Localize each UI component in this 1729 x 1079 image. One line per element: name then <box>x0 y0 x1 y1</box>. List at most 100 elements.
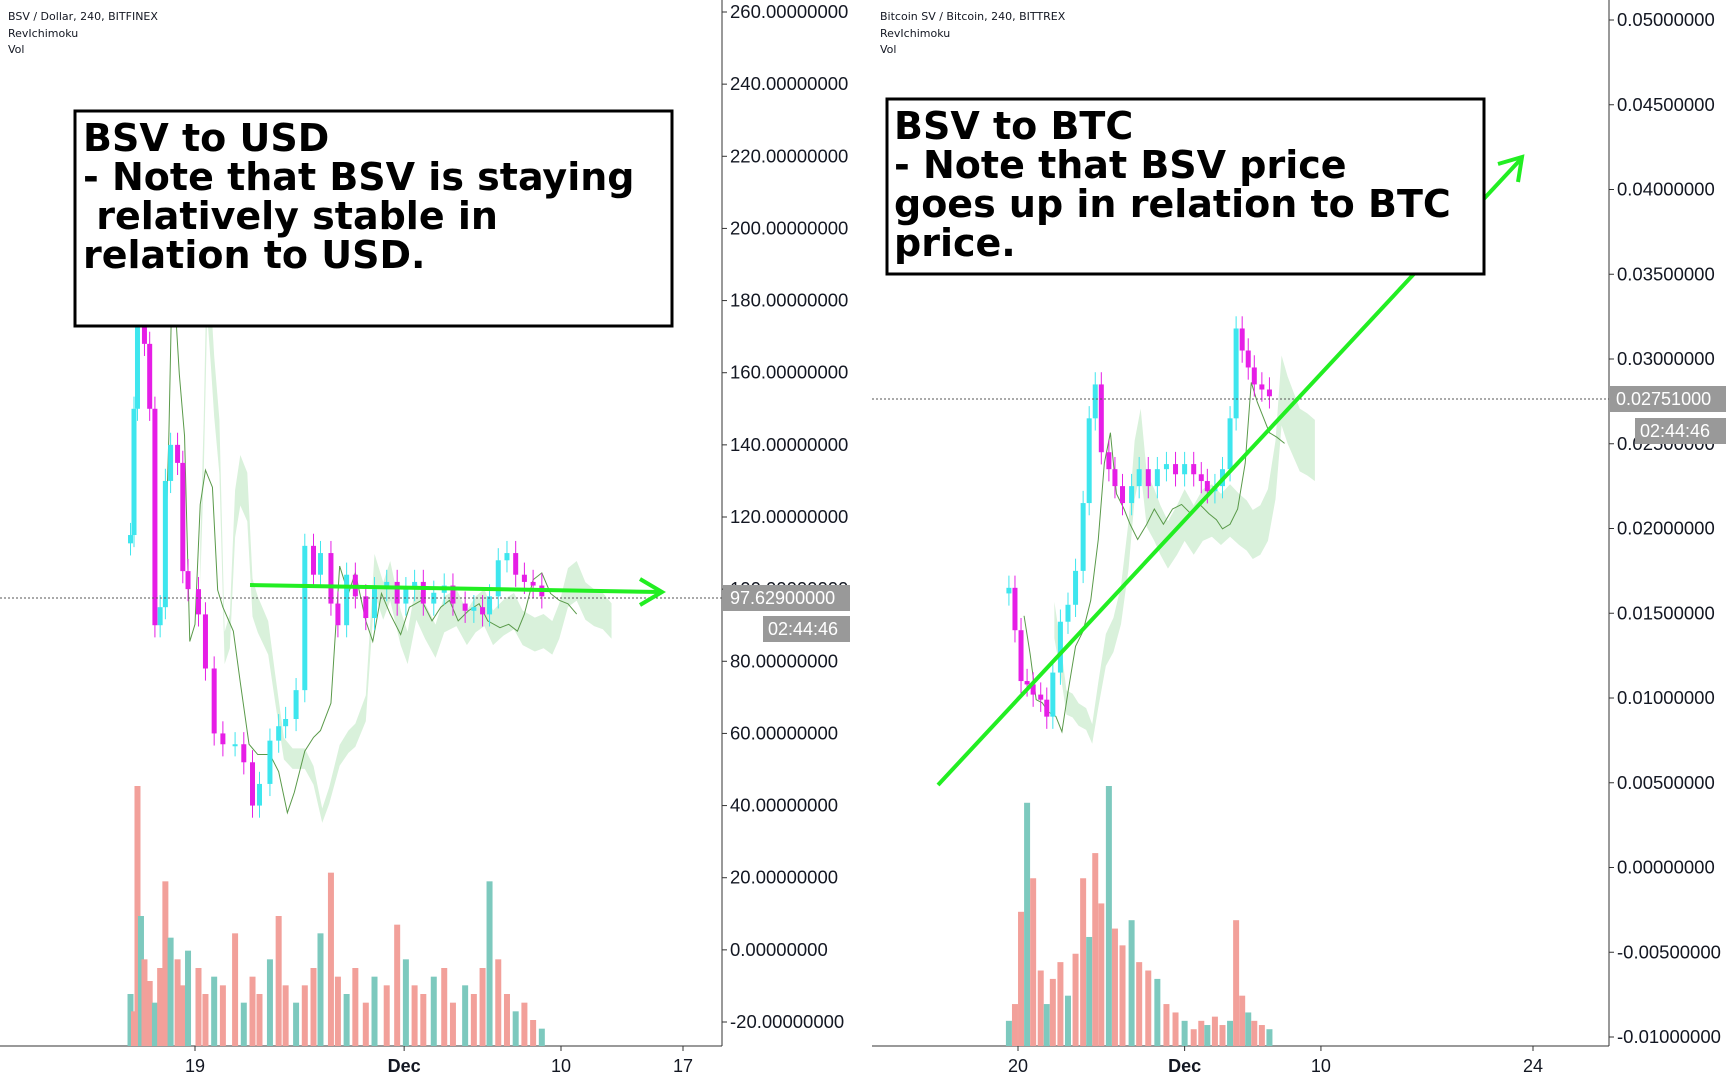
candle-body <box>128 535 134 544</box>
candle-body <box>363 596 369 618</box>
volume-bar <box>1057 962 1064 1046</box>
volume-bar <box>402 959 409 1046</box>
candle-body <box>521 574 527 582</box>
candle-body <box>403 589 409 604</box>
volume-bar <box>352 968 359 1046</box>
volume-bar <box>1018 911 1025 1046</box>
volume-bar <box>146 981 153 1046</box>
volume-bar <box>1136 962 1143 1046</box>
volume-bar <box>1037 970 1044 1046</box>
price-tick-label: 20.00000000 <box>730 867 838 888</box>
time-axis-ticks[interactable]: 19 Dec 10 17 <box>185 1046 693 1076</box>
kumo-band <box>200 242 612 823</box>
price-tick-label: 0.03000000 <box>1617 348 1715 369</box>
time-axis-ticks[interactable]: 20 Dec 10 24 <box>1008 1046 1543 1076</box>
price-axis-ticks[interactable]: 0.05000000 0.04500000 0.04000000 0.03500000… <box>1609 9 1721 1047</box>
candle-body <box>250 762 256 806</box>
candle-body <box>394 581 400 604</box>
price-tick-label: 140.00000000 <box>730 434 848 455</box>
candle-body <box>495 560 501 597</box>
candle-body <box>162 480 168 608</box>
price-tick-label: 0.05000000 <box>1617 9 1715 30</box>
note-line-3: goes up in relation to BTC <box>894 182 1451 226</box>
chart-pane-bsv-btc[interactable]: Bitcoin SV / Bitcoin, 240, BITTREX RevIc… <box>872 0 1729 1079</box>
last-price-badge: 0.02751000 <box>1609 386 1726 412</box>
volume-bar <box>521 1002 528 1046</box>
countdown-label: 02:44:46 <box>1640 421 1710 441</box>
price-tick-label: -20.00000000 <box>730 1011 844 1032</box>
volume-bar <box>1011 1004 1018 1046</box>
bsv-usd-chart[interactable]: BSV / Dollar, 240, BITFINEX RevIchimoku … <box>0 0 872 1079</box>
volume-bar <box>1190 1029 1197 1046</box>
last-price-label: 97.62900000 <box>730 588 835 608</box>
volume-bar <box>1043 1004 1050 1046</box>
ichimoku-lagging-span <box>164 264 578 815</box>
chart-pane-bsv-usd[interactable]: BSV / Dollar, 240, BITFINEX RevIchimoku … <box>0 0 872 1079</box>
price-tick-label: 180.00000000 <box>730 290 848 311</box>
price-tick-label: 0.02000000 <box>1617 518 1715 539</box>
volume-bar <box>310 968 317 1046</box>
candle-body <box>420 581 426 604</box>
indicator-volume-label[interactable]: Vol <box>880 43 896 56</box>
candle-body <box>241 744 247 763</box>
volume-bars <box>1005 786 1273 1046</box>
volume-bar <box>1128 920 1135 1046</box>
price-tick-label: 240.00000000 <box>730 73 848 94</box>
countdown-label: 02:44:46 <box>768 619 838 639</box>
volume-bar <box>371 976 378 1046</box>
candle-body <box>1198 474 1204 482</box>
candle-body <box>1098 384 1104 453</box>
volume-bar <box>512 1011 519 1046</box>
price-axis-ticks[interactable]: 260.00000000 240.00000000 220.00000000 200.… <box>722 1 848 1032</box>
volume-bar <box>185 950 192 1046</box>
price-tick-label: -0.00500000 <box>1617 941 1721 962</box>
volume-bar <box>334 976 341 1046</box>
candle-body <box>1233 328 1239 419</box>
volume-bar <box>1098 903 1105 1046</box>
time-tick-label: 17 <box>673 1056 693 1076</box>
volume-bar <box>362 1002 369 1046</box>
annotation-note-box[interactable]: BSV to BTC - Note that BSV price goes up… <box>885 97 1486 276</box>
candle-body <box>220 733 226 745</box>
candle-body <box>1266 389 1272 397</box>
candle-body <box>372 589 378 618</box>
time-tick-label: 24 <box>1523 1056 1543 1076</box>
volume-bar <box>301 985 308 1046</box>
candle-body <box>180 462 186 572</box>
candle-body <box>202 614 208 669</box>
volume-bar <box>462 985 469 1046</box>
note-line-1: BSV to USD <box>83 116 329 160</box>
candle-body <box>302 545 308 691</box>
volume-bar <box>1239 995 1246 1046</box>
indicator-ichimoku-label[interactable]: RevIchimoku <box>8 27 78 40</box>
volume-bar <box>1030 878 1037 1046</box>
candle-body <box>1173 464 1179 475</box>
note-line-4: price. <box>894 221 1016 265</box>
candle-body <box>211 668 217 734</box>
candle-body <box>1050 672 1056 717</box>
candle-body <box>1057 621 1063 673</box>
candle-body <box>1182 464 1188 475</box>
candle-body <box>1245 350 1251 368</box>
volume-bar <box>441 968 448 1046</box>
volume-bar <box>131 1011 137 1046</box>
volume-bar <box>1227 1020 1234 1046</box>
horizontal-trend-arrow[interactable] <box>249 577 666 607</box>
bsv-btc-chart[interactable]: Bitcoin SV / Bitcoin, 240, BITTREX RevIc… <box>872 0 1729 1079</box>
candle-body <box>504 553 510 561</box>
candle-body <box>1129 486 1135 504</box>
indicator-volume-label[interactable]: Vol <box>8 43 24 56</box>
indicator-ichimoku-label[interactable]: RevIchimoku <box>880 27 950 40</box>
price-tick-label: 120.00000000 <box>730 506 848 527</box>
annotation-note-box[interactable]: BSV to USD - Note that BSV is staying re… <box>73 109 674 328</box>
volume-bar <box>141 959 148 1046</box>
candle-body <box>1227 418 1233 470</box>
candle-body <box>412 581 418 590</box>
volume-bar <box>1245 1012 1252 1046</box>
volume-bar <box>1064 995 1071 1046</box>
candle-body <box>1038 694 1044 700</box>
candle-body <box>131 408 137 536</box>
price-tick-label: 0.04500000 <box>1617 94 1715 115</box>
candle-body <box>1073 570 1079 605</box>
lagging-line <box>1023 382 1285 734</box>
